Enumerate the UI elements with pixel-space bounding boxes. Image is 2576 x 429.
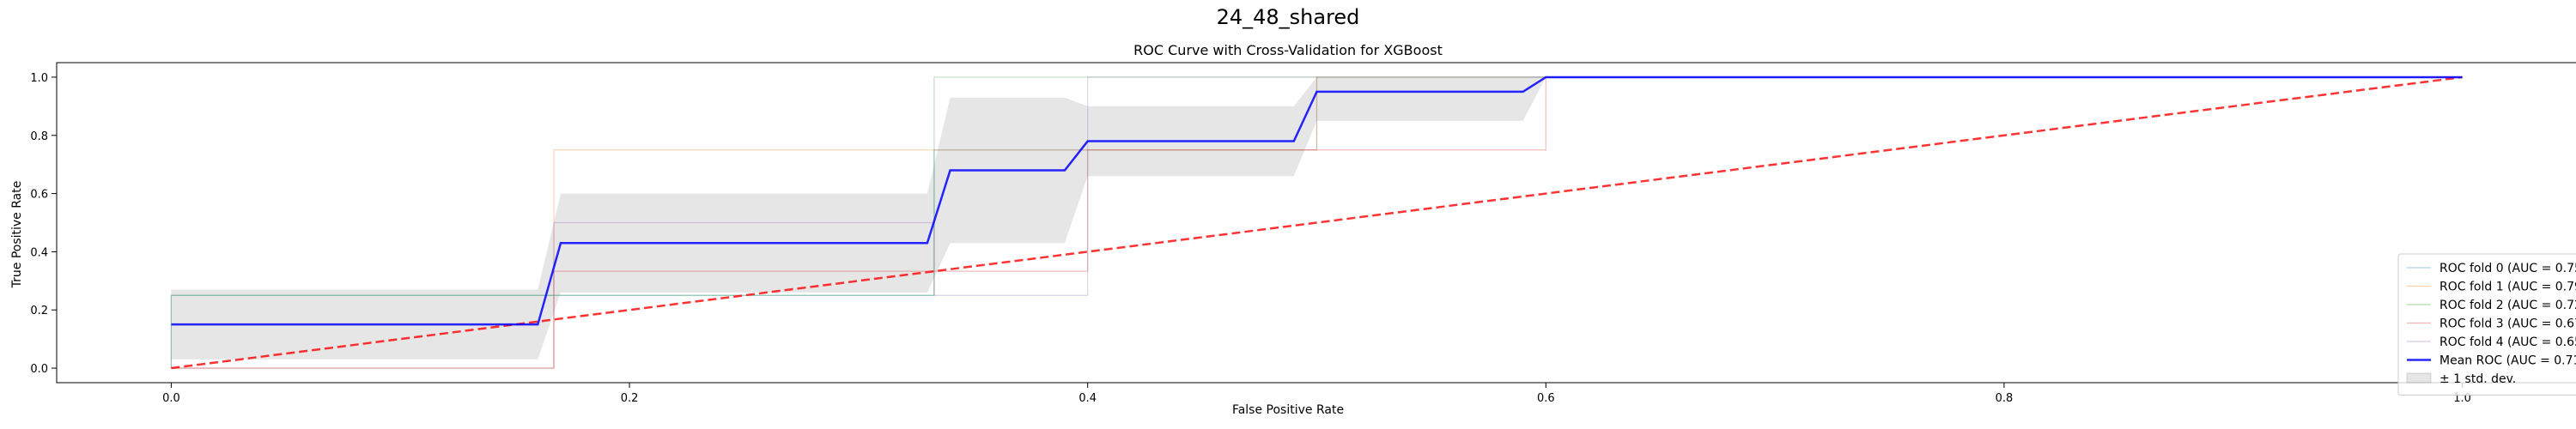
x-tick-label: 0.2: [621, 392, 639, 405]
x-tick-label: 0.4: [1078, 392, 1097, 405]
x-tick-label: 0.8: [1996, 392, 2014, 405]
x-tick-label: 0.0: [162, 392, 180, 405]
y-tick-label: 0.8: [30, 130, 48, 143]
mean-roc-line: [171, 76, 2463, 326]
figure-title: 24_48_shared: [1217, 5, 1360, 29]
roc-fold-3-line: [171, 76, 2463, 369]
roc-fold-4-line: [171, 76, 2463, 369]
legend: ROC fold 0 (AUC = 0.75) ROC fold 1 (AUC =…: [2397, 253, 2576, 396]
y-tick-label: 0.4: [30, 246, 48, 259]
y-tick-label: 0.0: [30, 363, 48, 376]
legend-label-1: ROC fold 1 (AUC = 0.79): [2439, 281, 2576, 294]
y-axis-label: True Positive Rate: [10, 181, 24, 289]
legend-label-3: ROC fold 3 (AUC = 0.67): [2439, 317, 2576, 331]
plot-area: 0.0 0.2 0.4 0.6 0.8 1.00.00.20.40.60.81.0: [30, 62, 2576, 405]
legend-label-5: Mean ROC (AUC = 0.7161 ± 0.0524): [2439, 354, 2576, 368]
legend-label-4: ROC fold 4 (AUC = 0.65): [2439, 335, 2576, 349]
legend-label-0: ROC fold 0 (AUC = 0.75): [2439, 262, 2576, 275]
chart-title: ROC Curve with Cross-Validation for XGBo…: [1133, 42, 1443, 58]
axes-frame: [56, 62, 2576, 384]
legend-swatch-std: [2406, 372, 2432, 384]
legend-box: [2397, 253, 2576, 396]
chance-diagonal-line: [171, 76, 2463, 370]
legend-label-std: ± 1 std. dev.: [2439, 372, 2516, 386]
legend-label-2: ROC fold 2 (AUC = 0.72): [2439, 299, 2576, 312]
roc-fold-1-line: [171, 76, 2463, 369]
x-tick-label: 0.6: [1537, 392, 1555, 405]
x-axis-label: False Positive Rate: [1232, 403, 1344, 417]
roc-fold-0-line: [170, 76, 2463, 369]
y-tick-label: 0.2: [30, 305, 48, 317]
y-tick-label: 1.0: [30, 72, 48, 85]
y-tick-label: 0.6: [30, 189, 48, 202]
std-dev-band: [171, 76, 2463, 360]
